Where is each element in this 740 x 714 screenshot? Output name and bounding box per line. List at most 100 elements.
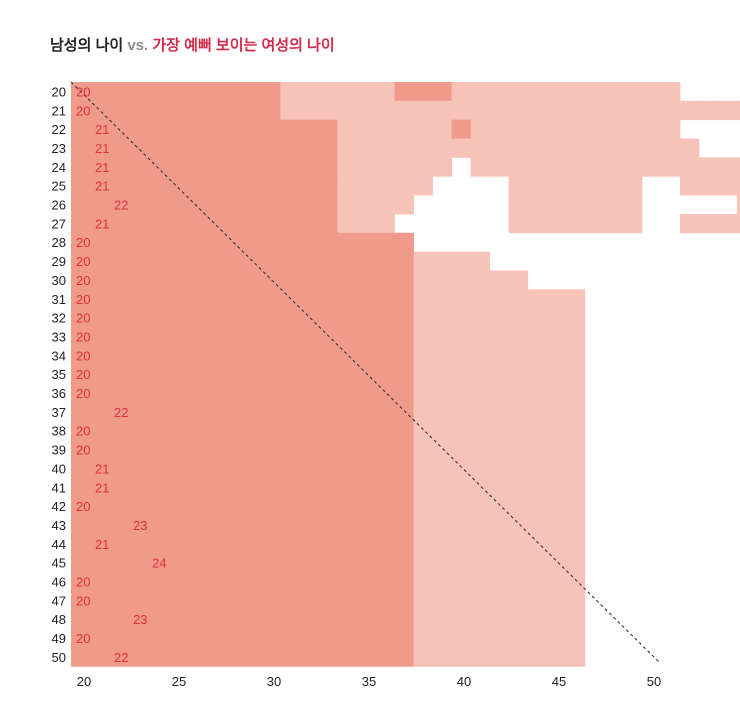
heat-cell <box>698 100 719 121</box>
heat-cell <box>489 364 510 384</box>
heat-cell <box>280 534 300 554</box>
heat-cell <box>413 402 433 422</box>
heat-cell <box>166 383 186 403</box>
heat-cell <box>109 628 129 648</box>
heat-cell <box>489 515 510 535</box>
heat-cell <box>90 609 110 630</box>
x-tick-label: 50 <box>647 674 661 689</box>
heat-cell <box>527 383 548 403</box>
heat-cell <box>299 383 319 403</box>
heat-cell <box>242 459 262 479</box>
heat-cell <box>660 100 681 121</box>
heat-cell <box>223 364 243 384</box>
heat-cell <box>546 402 567 422</box>
heat-cell <box>660 82 681 102</box>
heat-cell <box>90 82 110 102</box>
heat-cell <box>90 572 110 592</box>
heat-cell <box>489 82 510 102</box>
heat-cell <box>337 440 357 460</box>
heat-cell <box>413 440 433 460</box>
heat-cell <box>242 647 262 667</box>
heat-cell <box>337 421 357 441</box>
heat-cell <box>204 609 224 630</box>
heat-cell <box>489 157 510 177</box>
heat-cell <box>280 82 300 102</box>
heat-cell <box>470 628 491 648</box>
heat-cell <box>565 157 586 177</box>
heat-cell <box>356 364 376 384</box>
heat-cell <box>527 553 548 573</box>
heat-cell <box>147 477 167 498</box>
heat-cell <box>508 421 529 441</box>
heat-cell <box>185 383 205 403</box>
heat-cell <box>128 100 148 121</box>
y-tick-label: 41 <box>52 480 66 495</box>
heat-cell <box>261 82 281 102</box>
heat-cell <box>394 157 414 177</box>
heat-cell <box>318 213 338 234</box>
heat-cell <box>109 232 129 253</box>
heat-cell <box>546 421 567 441</box>
heat-cell <box>90 232 110 253</box>
heat-cell <box>603 119 624 139</box>
heat-cell <box>261 647 281 667</box>
heat-cell <box>413 383 433 403</box>
heat-cell <box>318 251 338 271</box>
heat-cell <box>375 157 395 177</box>
heat-cell <box>375 195 395 215</box>
heat-cell <box>337 553 357 573</box>
heat-cell <box>90 628 110 648</box>
heat-cell <box>185 100 205 121</box>
heat-cell <box>432 308 452 328</box>
heat-cell <box>204 138 224 158</box>
heat-cell <box>299 553 319 573</box>
heat-cell <box>565 459 586 479</box>
heat-cell <box>394 195 414 215</box>
heat-cell <box>622 213 643 234</box>
y-tick-label: 45 <box>52 556 66 571</box>
y-tick-label: 33 <box>52 329 66 344</box>
heat-cell <box>90 100 110 121</box>
heat-cell <box>679 176 700 196</box>
heat-cell <box>109 195 129 215</box>
heat-cell <box>242 515 262 535</box>
mode-age-label: 23 <box>133 612 147 627</box>
heat-cell <box>261 232 281 253</box>
heat-cell <box>565 100 586 121</box>
heat-cell <box>432 100 452 121</box>
heat-cell <box>356 421 376 441</box>
heat-cell <box>356 308 376 328</box>
heat-cell <box>546 82 567 102</box>
heat-cell <box>280 553 300 573</box>
heat-cell <box>185 647 205 667</box>
heat-cell <box>527 345 548 366</box>
heat-cell <box>489 553 510 573</box>
heat-cell <box>432 628 452 648</box>
heat-cell <box>185 213 205 234</box>
heat-cell <box>147 82 167 102</box>
heat-cell <box>413 609 433 630</box>
heat-cell <box>147 534 167 554</box>
heat-cell <box>565 119 586 139</box>
heat-cell <box>584 157 605 177</box>
heat-cell <box>185 232 205 253</box>
heat-cell <box>565 515 586 535</box>
heat-cell <box>603 213 624 234</box>
heat-cell <box>318 308 338 328</box>
heat-cell <box>109 477 129 498</box>
heat-cell <box>299 515 319 535</box>
y-tick-label: 35 <box>52 367 66 382</box>
heat-cell <box>128 176 148 196</box>
heat-cell <box>90 213 110 234</box>
heat-cell <box>356 383 376 403</box>
mode-age-label: 22 <box>114 198 128 213</box>
heat-cell <box>375 327 395 347</box>
y-tick-label: 47 <box>52 593 66 608</box>
heat-cell <box>204 647 224 667</box>
heat-cell <box>679 157 700 177</box>
heat-cell <box>299 402 319 422</box>
heat-cell <box>299 496 319 516</box>
heat-cell <box>489 345 510 366</box>
mode-age-label: 20 <box>76 329 90 344</box>
heat-cell <box>489 590 510 611</box>
